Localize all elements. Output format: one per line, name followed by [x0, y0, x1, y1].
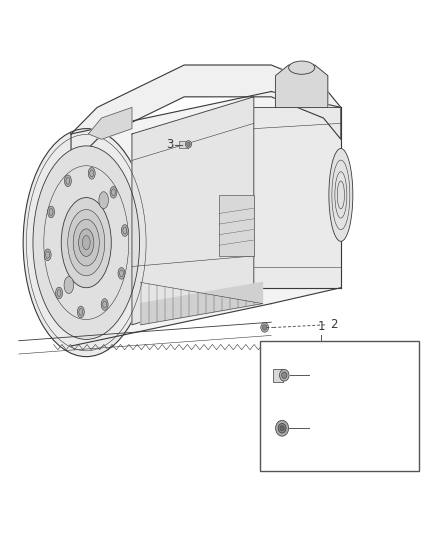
- Polygon shape: [254, 108, 341, 288]
- Polygon shape: [88, 108, 132, 139]
- Ellipse shape: [118, 268, 125, 279]
- Bar: [180, 141, 188, 148]
- Ellipse shape: [261, 322, 268, 332]
- Ellipse shape: [44, 249, 51, 261]
- Polygon shape: [71, 92, 341, 346]
- Ellipse shape: [48, 206, 55, 218]
- Ellipse shape: [187, 142, 190, 147]
- Ellipse shape: [56, 287, 63, 299]
- Polygon shape: [132, 97, 254, 325]
- Text: 2: 2: [313, 422, 320, 435]
- Ellipse shape: [110, 187, 117, 198]
- Ellipse shape: [73, 219, 99, 266]
- Ellipse shape: [33, 146, 140, 340]
- Bar: [219, 195, 254, 256]
- Text: 2: 2: [330, 318, 338, 332]
- Ellipse shape: [289, 61, 315, 74]
- Ellipse shape: [282, 372, 287, 378]
- Ellipse shape: [121, 224, 128, 236]
- Ellipse shape: [88, 167, 95, 179]
- Polygon shape: [71, 65, 341, 166]
- Bar: [272, 369, 283, 382]
- Ellipse shape: [101, 298, 108, 310]
- Ellipse shape: [64, 277, 74, 294]
- Polygon shape: [276, 65, 328, 108]
- Ellipse shape: [279, 369, 289, 381]
- Text: 1: 1: [318, 320, 325, 333]
- Text: 3: 3: [313, 369, 320, 382]
- Ellipse shape: [61, 198, 111, 288]
- Polygon shape: [141, 282, 262, 325]
- Ellipse shape: [278, 423, 286, 433]
- Ellipse shape: [280, 425, 284, 431]
- Text: 3: 3: [166, 138, 173, 151]
- Ellipse shape: [68, 209, 105, 276]
- Ellipse shape: [78, 306, 84, 318]
- Ellipse shape: [262, 325, 267, 330]
- Ellipse shape: [79, 229, 94, 256]
- FancyBboxPatch shape: [260, 341, 419, 471]
- Ellipse shape: [99, 192, 109, 209]
- Ellipse shape: [23, 128, 149, 357]
- Ellipse shape: [329, 149, 353, 241]
- Ellipse shape: [185, 141, 191, 148]
- Ellipse shape: [276, 420, 289, 436]
- Ellipse shape: [64, 175, 71, 187]
- Ellipse shape: [82, 236, 90, 250]
